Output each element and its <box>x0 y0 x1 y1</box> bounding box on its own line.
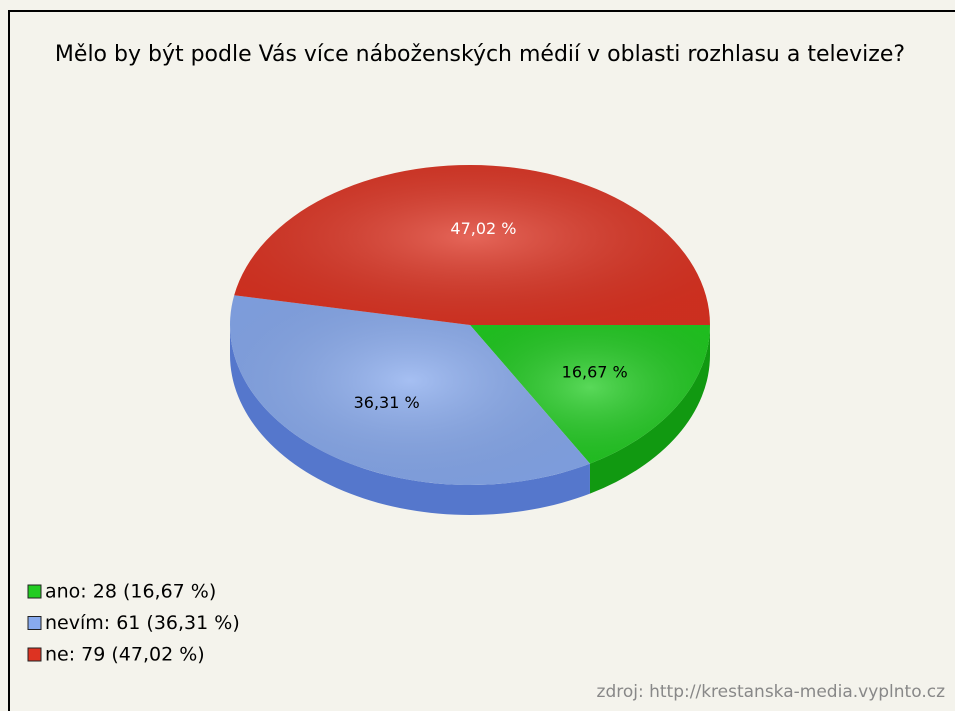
legend-swatch <box>27 647 42 662</box>
pie-side <box>230 325 590 515</box>
pie-slice-shine <box>234 164 710 325</box>
legend-label: ne: 79 (47,02 %) <box>45 644 205 666</box>
frame <box>8 10 955 711</box>
legend-label: nevím: 61 (36,31 %) <box>45 612 240 634</box>
chart-title: Mělo by být podle Vás více náboženských … <box>54 42 906 67</box>
pie-slice-shine <box>230 295 590 485</box>
data-label: 36,31 % <box>354 393 420 412</box>
legend-swatch <box>27 584 42 599</box>
source: zdroj: http://krestanska-media.vyplnto.c… <box>597 682 946 702</box>
pie-slice-shine <box>470 325 710 464</box>
legend-swatch <box>27 616 42 630</box>
legend-label: ano: 28 (16,67 %) <box>45 581 216 603</box>
data-label: 47,02 % <box>450 219 516 238</box>
data-label: 16,67 % <box>562 363 628 382</box>
pie-side <box>589 325 710 494</box>
